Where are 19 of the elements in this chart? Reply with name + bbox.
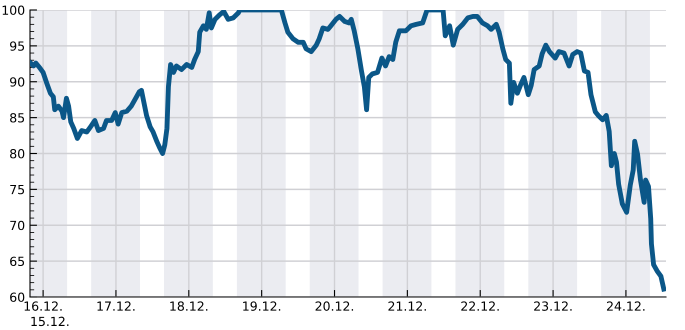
x-tick-label: 20.12. — [316, 301, 354, 311]
x-tick-label: 17.12. — [97, 301, 134, 311]
x-tick-label: 16.12. — [24, 301, 62, 311]
text: 15.12. — [31, 316, 68, 326]
y-tick-label: 65 — [10, 256, 24, 266]
y-tick-label: 90 — [10, 77, 24, 87]
x-tick-label: 18.12. — [170, 301, 208, 311]
y-tick-label: 95 — [10, 41, 24, 51]
x-tick-label: 22.12. — [461, 301, 499, 311]
y-tick-label: 70 — [10, 220, 24, 230]
y-tick-label: 85 — [10, 113, 24, 123]
y-tick-label: 75 — [10, 185, 24, 194]
x-tick-label: 24.12. — [606, 301, 644, 311]
y-tick-label: 60 — [10, 292, 24, 302]
y-tick-label: 80 — [10, 148, 24, 158]
x-tick-label: 19.12. — [243, 301, 280, 311]
x-tick-label: 23.12. — [534, 301, 572, 311]
y-tick-label: 100 — [2, 5, 24, 15]
x-tick-label: 21.12. — [388, 301, 426, 311]
